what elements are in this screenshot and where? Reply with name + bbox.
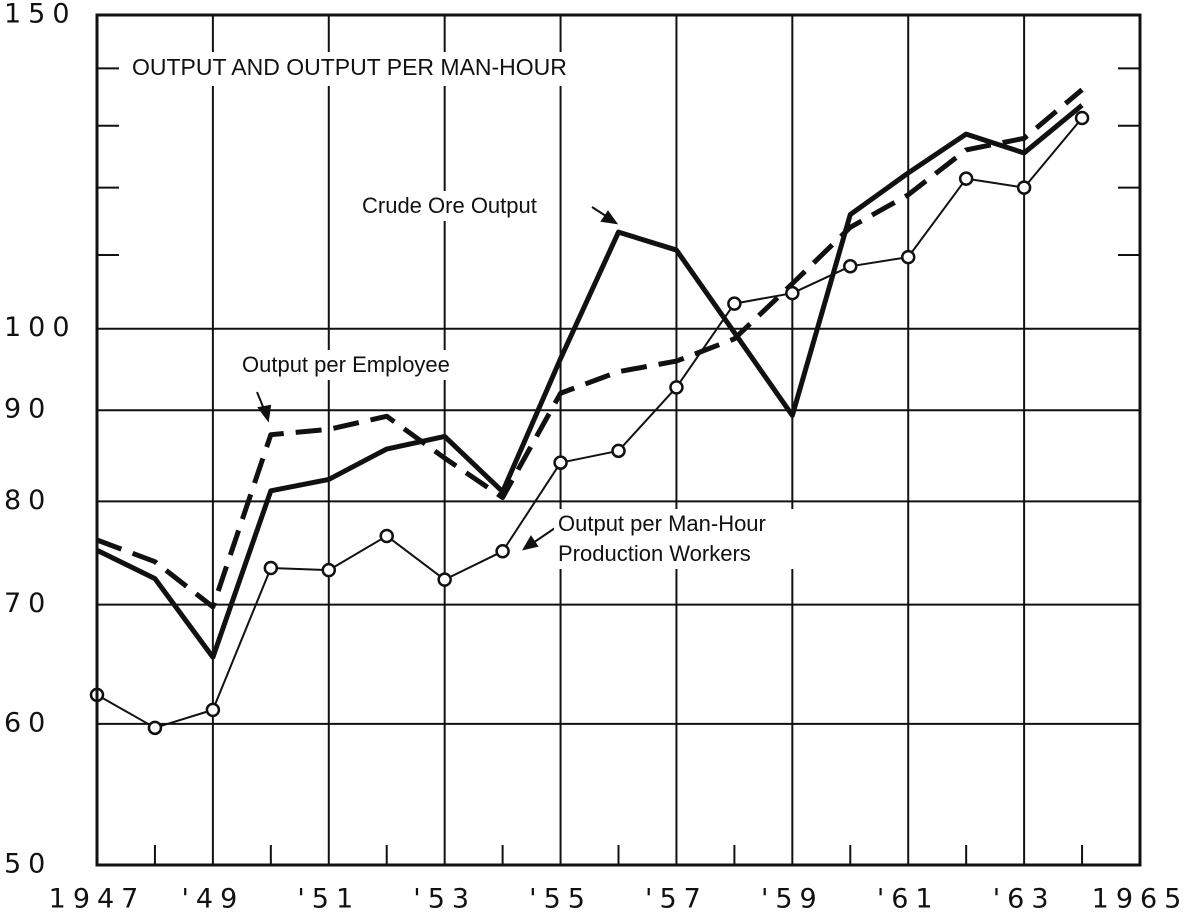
y-tick-label: 60 [4,707,52,738]
x-tick-label: '59 [761,884,824,915]
x-tick-label: 1965 [1092,884,1189,915]
annotation-arrows [256,206,619,551]
y-tick-label: 90 [4,394,52,425]
y-tick-label: 100 [4,312,77,343]
y-tick-label: 80 [4,485,52,516]
plot-frame [95,13,1142,867]
x-tick-label: '57 [645,884,708,915]
data-point [1016,180,1032,195]
data-point [263,560,279,576]
y-tick-label: 50 [4,849,52,880]
x-tick-label: '61 [877,884,940,915]
series-label: Output per Man-Hour Production Workers [554,509,822,569]
x-tick-label: 1947 [49,884,146,915]
data-point [379,528,394,544]
data-point [611,443,626,459]
arrow-head [521,535,539,551]
x-tick-label: '55 [529,884,592,915]
data-point [785,285,800,301]
data-point [669,380,684,395]
data-point [900,249,916,265]
x-tick-label: '63 [993,884,1056,915]
data-point [205,702,221,718]
data-point [958,171,974,186]
series-line [96,117,1083,729]
grid: 50 60 70 80 90 100 150 1947 '49 '51 '53 '55 '57 '59 '6… [4,0,1189,915]
y-tick-label: 70 [4,588,52,619]
marks [89,87,1090,736]
series-label: Output per Employee [238,350,454,380]
y-tick-label: 150 [4,0,77,30]
data-point [147,720,163,736]
chart-title: OUTPUT AND OUTPUT PER MAN-HOUR [132,54,567,80]
data-point [495,544,510,559]
title-backdrop [124,52,644,86]
data-point [553,455,568,470]
series-line [96,87,1084,610]
series-line [95,103,1084,660]
data-point [727,296,742,311]
arrow-head [257,404,272,423]
arrow-head [600,210,619,225]
data-point [843,259,858,274]
data-point [1074,110,1090,126]
data-point [437,572,452,587]
data-point [321,562,337,578]
x-tick-label: '51 [297,884,360,915]
x-tick-label: '49 [181,884,244,915]
x-tick-label: '53 [413,884,476,915]
series-label: Crude Ore Output [358,191,541,221]
